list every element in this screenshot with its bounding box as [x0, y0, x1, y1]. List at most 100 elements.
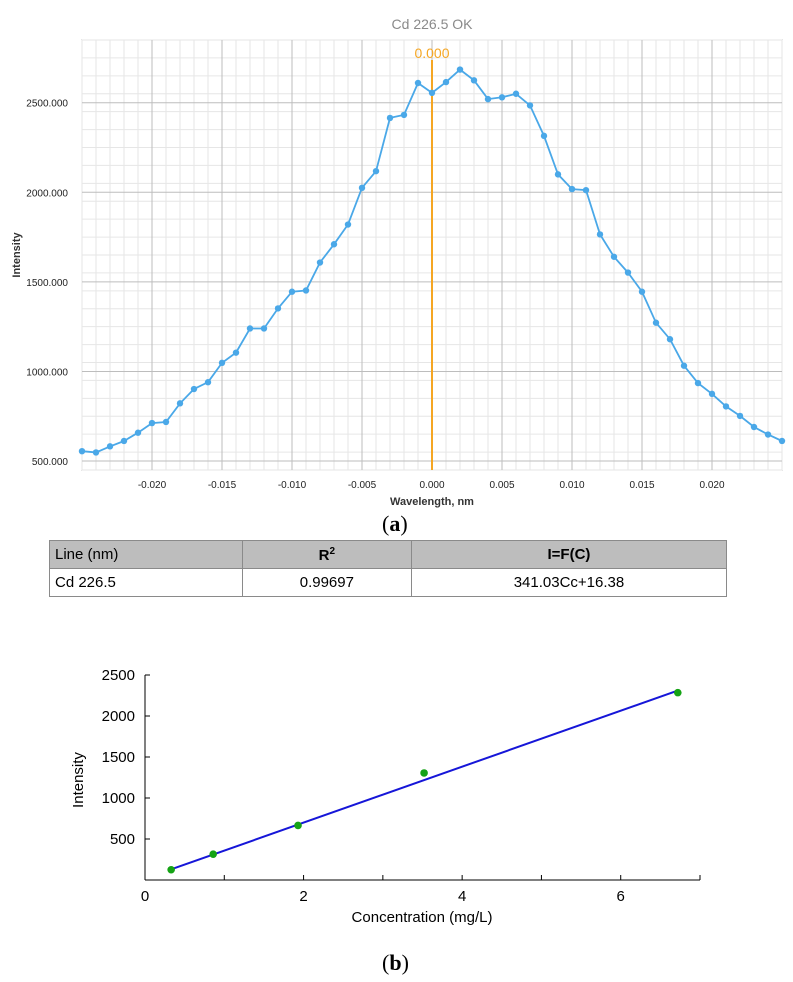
data-point [652, 319, 660, 326]
data-point [288, 288, 296, 295]
x-tick-label: 0.005 [489, 480, 514, 491]
data-point [540, 132, 548, 140]
x-tick-label: -0.020 [138, 480, 167, 491]
data-point [302, 287, 310, 294]
data-point [708, 390, 716, 398]
data-point [162, 418, 170, 426]
chart-a-x-axis-label: Wavelength, nm [390, 496, 474, 508]
y-tick-label: 1000 [102, 790, 135, 807]
data-point [554, 171, 562, 178]
data-point [372, 167, 380, 175]
chart-b-y-axis-label: Intensity [70, 752, 87, 808]
data-point [260, 325, 268, 332]
x-tick-label: 0 [141, 888, 149, 905]
data-point [596, 231, 604, 238]
table-header-row: Line (nm) R2 I=F(C) [49, 540, 728, 569]
data-point [568, 185, 576, 193]
y-tick-label: 1500 [102, 749, 135, 766]
data-point [232, 349, 240, 356]
x-tick-label: 0.015 [629, 480, 654, 491]
data-point [420, 769, 428, 777]
data-point [190, 385, 198, 393]
chart-b-calibration: 500 1000 1500 2000 2500 0 2 4 6 Concentration (… [70, 667, 701, 926]
table-row: Cd 226.5 0.99697 341.03Cc+16.38 [49, 568, 728, 597]
chart-a-y-tick-labels: 500.000 1000.000 1500.000 2000.000 2500.000 [26, 99, 68, 468]
header-function: I=F(C) [410, 540, 728, 569]
data-point [414, 79, 422, 87]
y-tick-label: 500.000 [32, 457, 69, 468]
data-point [167, 865, 175, 874]
data-point [176, 400, 184, 407]
y-tick-label: 1000.000 [26, 367, 68, 378]
data-point [92, 449, 100, 456]
x-tick-label: 4 [458, 888, 466, 905]
chart-a-x-tick-labels: -0.020 -0.015 -0.010 -0.005 0.000 0.005 0.010 0… [138, 480, 725, 491]
data-point [134, 429, 142, 436]
data-point [218, 359, 226, 367]
cell-function: 341.03Cc+16.38 [410, 568, 728, 597]
data-point [638, 288, 646, 295]
data-point [512, 90, 520, 97]
data-point [106, 443, 114, 450]
data-point [344, 221, 352, 228]
data-point [246, 325, 254, 332]
data-point [750, 423, 758, 431]
data-point [470, 77, 478, 84]
panel-label-b: (b) [382, 950, 409, 975]
data-point [316, 259, 324, 266]
data-point [764, 431, 772, 438]
data-point [736, 412, 744, 420]
data-point [386, 114, 394, 122]
x-tick-label: 0.000 [419, 480, 444, 491]
y-tick-label: 1500.000 [26, 278, 68, 289]
chart-a-minor-grid [81, 39, 783, 471]
cell-line: Cd 226.5 [49, 568, 243, 597]
data-point [582, 186, 590, 194]
data-point [204, 379, 212, 386]
x-tick-label: 2 [299, 888, 307, 905]
data-point [78, 447, 86, 455]
data-point [666, 336, 674, 343]
data-point [358, 184, 366, 192]
panel-label-a: (a) [382, 511, 408, 536]
x-tick-label: 0.020 [699, 480, 724, 491]
data-point [330, 241, 338, 248]
data-point [294, 821, 302, 830]
y-tick-label: 2500.000 [26, 99, 68, 110]
x-tick-label: -0.010 [278, 480, 307, 491]
header-r-squared: R2 [241, 540, 412, 569]
x-tick-label: 6 [617, 888, 625, 905]
chart-b-y-tick-labels: 500 1000 1500 2000 2500 [102, 667, 135, 848]
x-tick-label: -0.015 [208, 480, 237, 491]
data-point [610, 253, 618, 260]
chart-b-x-tick-labels: 0 2 4 6 [141, 888, 625, 905]
data-point [120, 437, 128, 445]
header-line: Line (nm) [49, 540, 243, 569]
data-point [680, 362, 688, 369]
data-point [209, 850, 217, 858]
data-point [624, 269, 632, 276]
y-tick-label: 500 [110, 831, 135, 848]
y-tick-label: 2000 [102, 708, 135, 725]
data-point [722, 403, 730, 410]
data-point [400, 111, 408, 119]
data-point [694, 379, 702, 387]
y-tick-label: 2500 [102, 667, 135, 684]
data-point [484, 95, 492, 103]
chart-b-points [167, 688, 682, 874]
cell-r-squared: 0.99697 [241, 568, 412, 597]
data-point [274, 305, 282, 312]
chart-a-points [78, 66, 786, 456]
data-point [456, 66, 464, 73]
y-tick-label: 2000.000 [26, 188, 68, 199]
chart-a-title: Cd 226.5 OK [392, 16, 474, 32]
data-point [526, 102, 534, 109]
data-point [674, 688, 682, 697]
data-point [442, 78, 450, 86]
chart-a-y-axis-label: Intensity [11, 232, 23, 278]
x-tick-label: 0.010 [559, 480, 584, 491]
chart-b-x-axis-label: Concentration (mg/L) [352, 909, 493, 926]
chart-b-fit-line [170, 689, 679, 871]
x-tick-label: -0.005 [348, 480, 377, 491]
chart-b-axes [144, 674, 701, 881]
